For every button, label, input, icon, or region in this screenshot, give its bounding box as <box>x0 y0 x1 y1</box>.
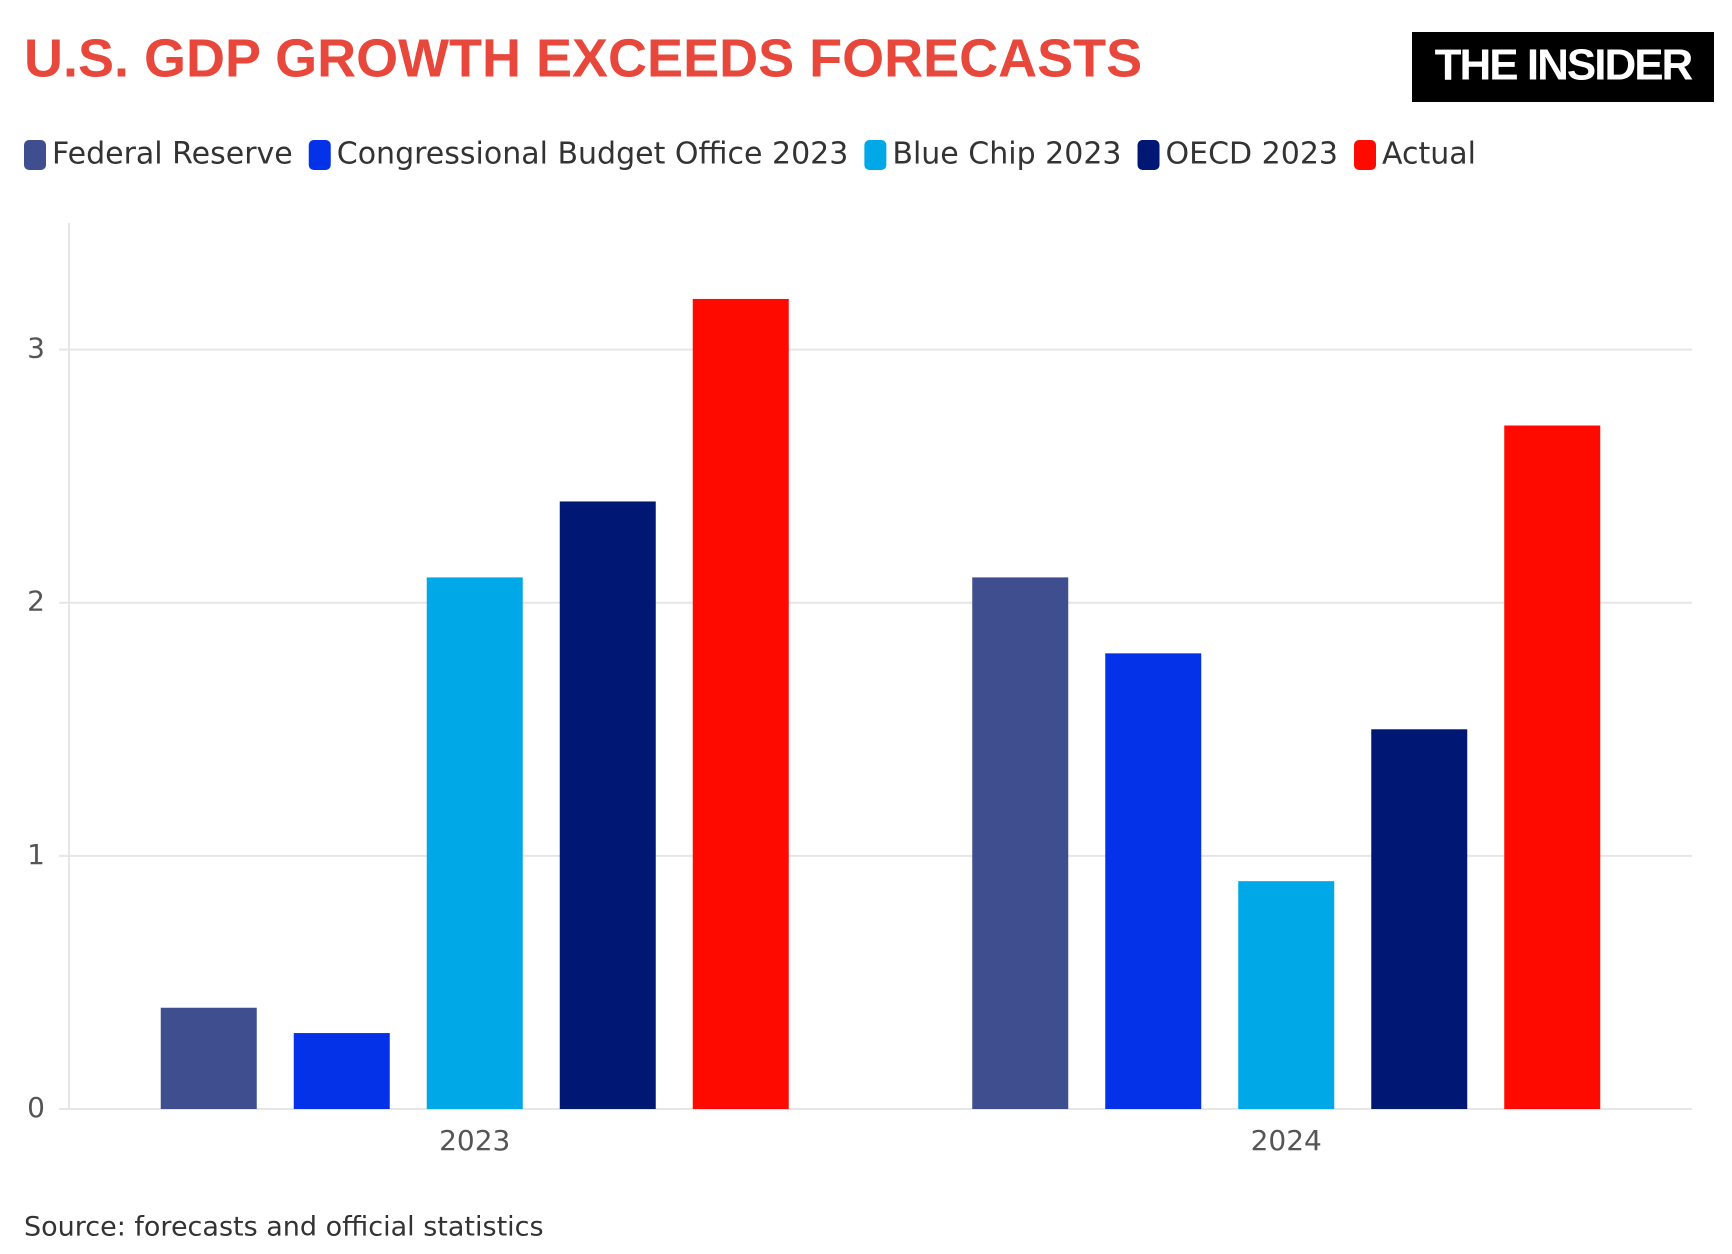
bar <box>1105 653 1202 1109</box>
bar <box>692 298 789 1109</box>
x-tick-label: 2023 <box>439 1124 510 1157</box>
bar <box>1238 881 1335 1109</box>
legend-swatch <box>308 140 331 170</box>
bar <box>559 501 656 1109</box>
legend-label: OECD 2023 <box>1166 137 1339 172</box>
bar <box>1371 729 1468 1109</box>
bar <box>1504 425 1601 1109</box>
bar <box>160 1007 257 1109</box>
legend-swatch <box>1137 140 1160 170</box>
y-tick-label: 0 <box>27 1091 45 1124</box>
source: Source: forecasts and official statistic… <box>24 1212 544 1243</box>
x-tick-label: 2024 <box>1251 1124 1322 1157</box>
legend-label: Congressional Budget Office 2023 <box>337 137 849 172</box>
legend-swatch <box>864 140 887 170</box>
y-tick-label: 2 <box>27 585 45 618</box>
legend-label: Federal Reserve <box>52 137 293 172</box>
y-tick-label: 3 <box>27 332 45 365</box>
bar <box>426 577 523 1109</box>
logo: THE INSIDER <box>1435 41 1693 90</box>
chart-title: U.S. GDP GROWTH EXCEEDS FORECASTS <box>24 28 1142 88</box>
y-tick-label: 1 <box>27 838 45 871</box>
bar <box>293 1033 390 1109</box>
legend-swatch <box>1354 140 1377 170</box>
logo-box <box>1412 32 1714 102</box>
legend-label: Actual <box>1382 137 1476 172</box>
legend-swatch <box>24 140 46 170</box>
bar <box>972 577 1069 1109</box>
legend-label: Blue Chip 2023 <box>892 137 1121 172</box>
